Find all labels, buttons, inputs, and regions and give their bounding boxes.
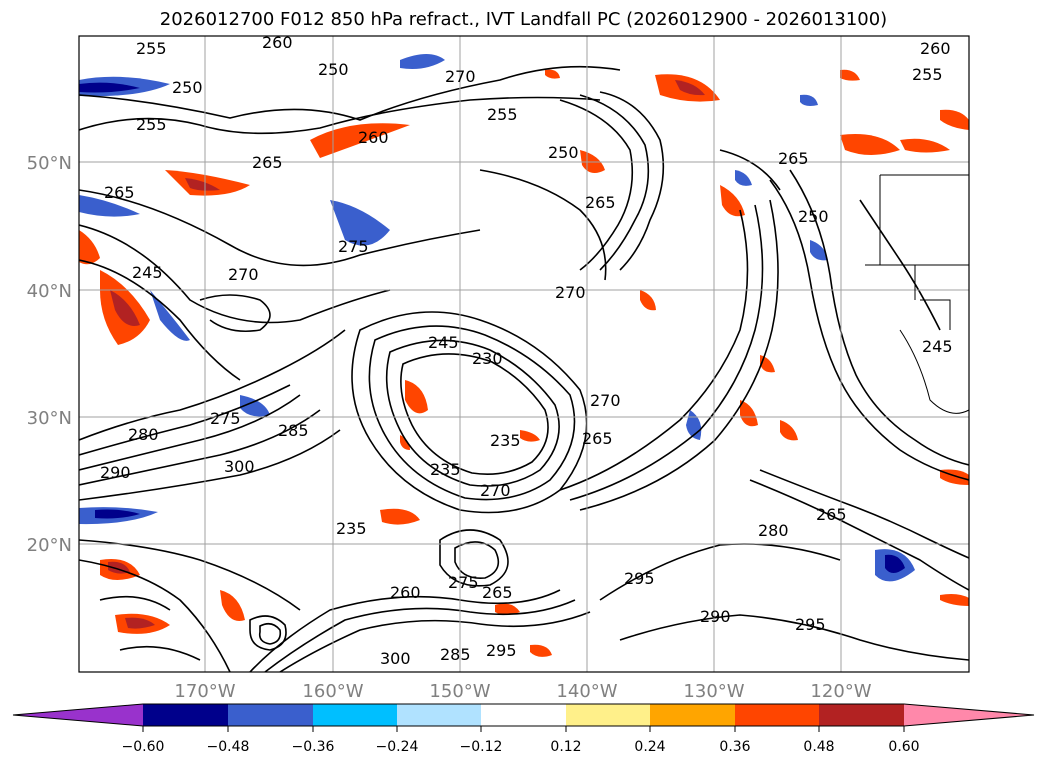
lon-label-140w: 140°W — [556, 681, 617, 702]
colorbar-tick-label: −0.36 — [292, 739, 335, 755]
colorbar-swatch — [228, 704, 313, 726]
colorbar-swatch — [735, 704, 819, 726]
contour-label: 255 — [136, 115, 167, 134]
lon-label-150w: 150°W — [429, 681, 490, 702]
contour-label: 235 — [490, 431, 521, 450]
colorbar-tick-label: 0.24 — [634, 739, 665, 755]
contour-label: 275 — [210, 409, 241, 428]
contour-label: 250 — [548, 143, 579, 162]
contour-label: 245 — [132, 263, 163, 282]
contour-label: 260 — [358, 128, 389, 147]
lat-label-50n: 50°N — [27, 153, 72, 174]
map-title: 2026012700 F012 850 hPa refract., IVT La… — [159, 9, 888, 30]
contour-label: 295 — [624, 569, 655, 588]
contour-label: 270 — [228, 265, 259, 284]
contour-label: 290 — [700, 607, 731, 626]
lon-label-120w: 120°W — [810, 681, 871, 702]
plot-area — [79, 36, 969, 672]
contour-label: 260 — [920, 39, 951, 58]
contour-label: 265 — [816, 505, 847, 524]
contour-label: 270 — [480, 481, 511, 500]
lat-label-30n: 30°N — [27, 408, 72, 429]
contour-label: 255 — [487, 105, 518, 124]
colorbar-swatch — [819, 704, 904, 726]
contour-label: 260 — [390, 583, 421, 602]
contour-label: 295 — [486, 641, 517, 660]
contour-label: 260 — [262, 33, 293, 52]
plot-border — [78, 35, 970, 673]
contour-label: 275 — [448, 573, 479, 592]
contour-label: 290 — [100, 463, 131, 482]
colorbar-tick-label: 0.48 — [803, 739, 834, 755]
contour-label: 280 — [128, 425, 159, 444]
contour-label: 245 — [922, 337, 953, 356]
lat-label-40n: 40°N — [27, 281, 72, 302]
contour-label: 250 — [318, 60, 349, 79]
lon-label-130w: 130°W — [683, 681, 744, 702]
lat-label-20n: 20°N — [27, 535, 72, 556]
colorbar-swatch — [397, 704, 481, 726]
latitude-labels: 50°N 40°N 30°N 20°N — [27, 153, 72, 556]
contour-label: 235 — [430, 460, 461, 479]
coastlines — [865, 174, 969, 414]
colorbar: −0.60 −0.48 −0.36 −0.24 −0.12 0.12 0.24 … — [12, 703, 1035, 755]
contour-label: 280 — [758, 521, 789, 540]
contour-label: 265 — [582, 429, 613, 448]
contour-label: 230 — [472, 349, 503, 368]
colorbar-tick-label: −0.48 — [207, 739, 250, 755]
contour-label: 270 — [445, 67, 476, 86]
contour-labels: 255 250 255 260 265 270 250 255 260 265 … — [100, 33, 953, 668]
contour-label: 265 — [585, 193, 616, 212]
colorbar-tick-label: −0.24 — [376, 739, 419, 755]
contour-label: 270 — [590, 391, 621, 410]
contour-label: 265 — [482, 583, 513, 602]
contour-label: 265 — [778, 149, 809, 168]
colorbar-swatch — [143, 704, 228, 726]
colorbar-tick-label: 0.12 — [550, 739, 581, 755]
contour-lines — [79, 65, 969, 672]
gridlines — [79, 36, 969, 672]
contour-label: 265 — [252, 153, 283, 172]
colorbar-tick-label: −0.60 — [122, 739, 165, 755]
colorbar-tick-label: 0.60 — [888, 739, 919, 755]
colorbar-extend-right — [904, 704, 1034, 726]
colorbar-tick-label: 0.36 — [719, 739, 750, 755]
colorbar-swatch — [481, 704, 566, 726]
contour-label: 255 — [912, 65, 943, 84]
longitude-labels: 170°W 160°W 150°W 140°W 130°W 120°W — [174, 681, 871, 702]
colorbar-swatch — [650, 704, 735, 726]
colorbar-tick-label: −0.12 — [460, 739, 503, 755]
contour-label: 250 — [172, 78, 203, 97]
lon-label-160w: 160°W — [302, 681, 363, 702]
contour-label: 245 — [428, 333, 459, 352]
colorbar-extend-left — [13, 704, 143, 726]
contour-label: 300 — [224, 457, 255, 476]
contour-label: 285 — [440, 645, 471, 664]
contour-label: 300 — [380, 649, 411, 668]
contour-label: 270 — [555, 283, 586, 302]
lon-label-170w: 170°W — [174, 681, 235, 702]
contour-label: 275 — [338, 237, 369, 256]
contour-label: 265 — [104, 183, 135, 202]
contour-label: 250 — [798, 207, 829, 226]
contour-label: 285 — [278, 421, 309, 440]
contour-label: 295 — [795, 615, 826, 634]
colorbar-swatch — [313, 704, 397, 726]
contour-label: 235 — [336, 519, 367, 538]
contour-label: 255 — [136, 39, 167, 58]
colorbar-swatch — [566, 704, 650, 726]
